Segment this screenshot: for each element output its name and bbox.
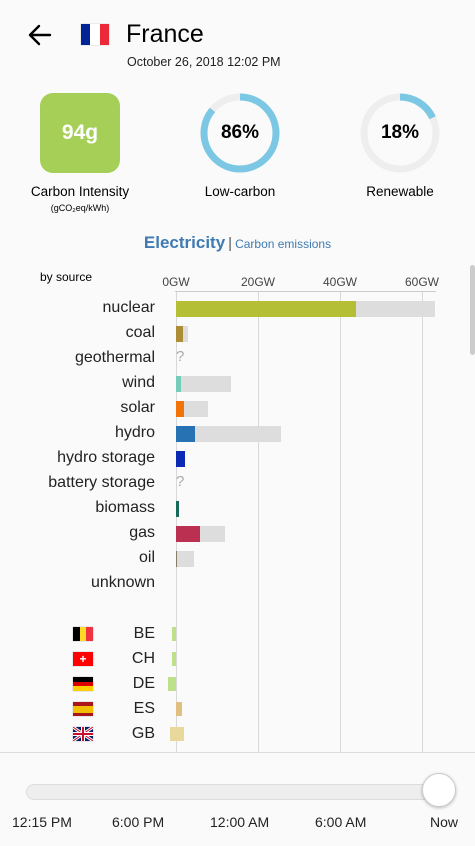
back-button[interactable] <box>26 22 54 48</box>
country-flag-icon: + <box>73 652 93 666</box>
production-bar <box>176 401 185 417</box>
country-flag-icon <box>73 627 93 641</box>
low-carbon-label: Low-carbon <box>204 184 276 199</box>
renewable-value: 18% <box>380 122 420 143</box>
flag-stripe-white <box>90 24 100 45</box>
exchange-bar <box>168 677 176 691</box>
source-label: wind <box>122 374 155 391</box>
tab-electricity[interactable]: Electricity <box>143 233 226 252</box>
renewable-label: Renewable <box>366 184 434 199</box>
timeline-label: Now <box>430 814 459 830</box>
flag-stripe-blue <box>81 24 91 45</box>
source-label: geothermal <box>74 349 155 366</box>
union-jack-icon <box>73 727 93 741</box>
exchange-country-code: CH <box>131 650 155 667</box>
renewable-ring <box>360 93 440 173</box>
low-carbon-ring <box>200 93 280 173</box>
gridline <box>258 292 259 752</box>
production-bar <box>176 326 184 342</box>
production-bar <box>176 451 186 467</box>
capacity-bar <box>176 426 281 442</box>
time-slider-thumb[interactable] <box>422 773 456 807</box>
production-bar <box>176 376 181 392</box>
timeline-label: 6:00 AM <box>315 814 367 830</box>
axis-tick-label: 0GW <box>162 275 190 289</box>
timeline-label: 12:00 AM <box>210 814 270 830</box>
divider <box>0 752 475 753</box>
carbon-intensity-value: 94g <box>61 121 99 144</box>
gridline <box>176 292 177 752</box>
axis-tick-label: 20GW <box>240 275 276 289</box>
exchange-bar <box>169 727 185 741</box>
arrow-left-icon <box>28 24 52 46</box>
capacity-bar <box>176 376 232 392</box>
tab-separator: | <box>228 235 233 252</box>
source-label: nuclear <box>102 299 155 316</box>
tab-carbon-emissions[interactable]: Carbon emissions <box>235 237 332 251</box>
source-label: battery storage <box>48 474 155 491</box>
exchange-country-code: GB <box>131 725 155 742</box>
ring-progress <box>200 93 280 173</box>
scrollbar[interactable] <box>470 265 475 355</box>
mode-tabs: Electricity | Carbon emissions <box>0 233 475 253</box>
carbon-intensity-badge: 94g <box>40 93 120 173</box>
unknown-value-mark: ? <box>176 348 185 365</box>
exchange-bar <box>171 652 176 666</box>
ring-progress <box>360 93 440 173</box>
chart-subtitle: by source <box>40 270 93 284</box>
production-bar <box>176 301 357 317</box>
exchange-country-code: BE <box>133 625 155 642</box>
source-label: gas <box>129 524 155 541</box>
gridline <box>422 292 423 752</box>
low-carbon-value: 86% <box>220 122 260 143</box>
capacity-bar <box>176 551 194 567</box>
source-label: unknown <box>90 574 155 591</box>
production-bar <box>176 551 177 567</box>
gridline <box>340 292 341 752</box>
exchange-country-code: DE <box>132 675 155 692</box>
timeline-label: 6:00 PM <box>112 814 165 830</box>
production-bar <box>176 426 196 442</box>
country-flag-icon <box>73 702 93 716</box>
country-flag-icon <box>73 677 93 691</box>
source-label: solar <box>120 399 155 416</box>
carbon-intensity-label: Carbon Intensity <box>30 184 130 199</box>
production-bar <box>176 501 180 517</box>
carbon-intensity-unit: (gCO₂eq/kWh) <box>50 203 110 213</box>
time-slider-track[interactable] <box>26 784 444 800</box>
unknown-value-mark: ? <box>176 473 185 490</box>
source-label: biomass <box>95 499 155 516</box>
source-label: hydro <box>114 424 155 441</box>
source-label: hydro storage <box>57 449 155 466</box>
exchange-bar <box>176 702 182 716</box>
country-flag-icon <box>81 24 109 45</box>
axis-tick-label: 40GW <box>322 275 358 289</box>
axis-tick-label: 60GW <box>404 275 440 289</box>
source-label: coal <box>125 324 155 341</box>
flag-stripe-red <box>99 24 109 45</box>
swiss-cross-icon: + <box>79 652 87 666</box>
chart-top-line <box>175 291 436 292</box>
country-name: France <box>126 20 204 48</box>
timeline-label: 12:15 PM <box>12 814 72 830</box>
exchange-bar <box>171 627 176 641</box>
production-bar <box>176 526 200 542</box>
exchange-country-code: ES <box>133 700 155 717</box>
timestamp: October 26, 2018 12:02 PM <box>127 55 281 69</box>
country-flag-icon <box>73 727 93 741</box>
source-label: oil <box>138 549 155 566</box>
